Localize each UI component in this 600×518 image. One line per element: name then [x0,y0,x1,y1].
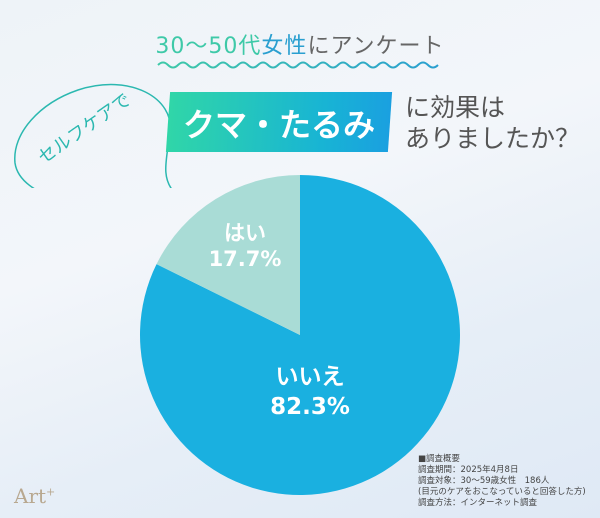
label-yes: はい [224,221,266,245]
wave-underline [157,61,439,69]
slice-label-no: いいえ 82.3% [255,362,365,422]
question-text: に効果は ありましたか？ [405,92,580,154]
question-line-2: ありましたか？ [405,124,581,153]
notes-target-note: (目元のケアをおこなっていると回答した方) [418,487,586,497]
brand-logo: Art+ [14,484,55,508]
notes-heading: ■調査概要 [418,454,461,464]
survey-subtitle: 30〜50代女性にアンケート [0,28,600,60]
slice-label-yes: はい 17.7% [200,220,290,272]
speech-bubble [14,83,172,188]
subtitle-survey: にアンケート [307,34,445,59]
banner-text: クマ・たるみ [182,106,375,144]
pie-slice-yes [156,175,300,335]
logo-text: Art [14,484,47,508]
notes-method: 調査方法：インターネット調査 [418,498,538,508]
survey-notes: ■調査概要 調査期間：2025年4月8日 調査対象：30〜59歳女性 186人 … [418,454,586,509]
subtitle-age: 30〜50代 [155,34,262,59]
notes-target: 調査対象：30〜59歳女性 186人 [418,476,550,486]
notes-period: 調査期間：2025年4月8日 [418,465,519,475]
logo-plus: + [46,485,56,499]
subtitle-gender: 女性 [261,34,308,59]
question-line-1: に効果は [405,93,506,122]
value-yes: 17.7% [208,247,282,271]
value-no: 82.3% [270,394,350,420]
label-no: いいえ [275,364,345,390]
